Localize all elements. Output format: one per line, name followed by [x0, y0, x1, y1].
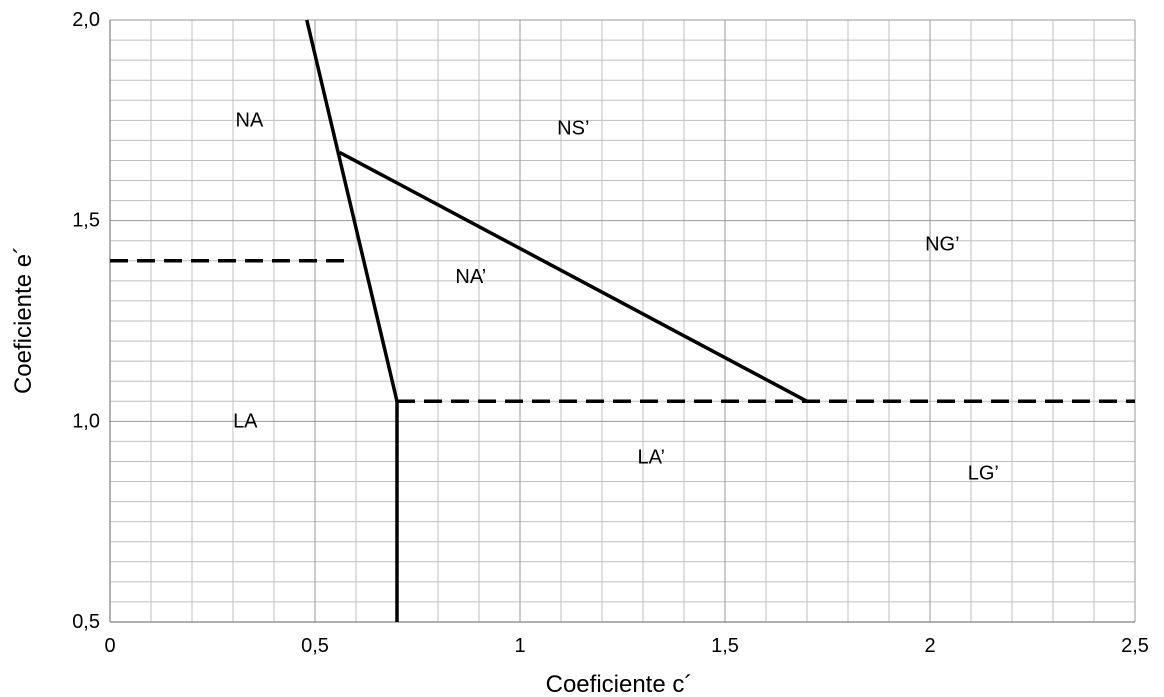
plot-frame — [109, 20, 1135, 623]
x-tick-label: 1 — [514, 635, 525, 657]
y-tick-label: 1,5 — [72, 210, 100, 232]
y-tick-label: 2,0 — [72, 9, 100, 31]
minor-grid — [110, 20, 1135, 622]
y-axis-title: Coeficiente e´ — [10, 246, 37, 394]
solid-boundary-line-2 — [338, 150, 808, 403]
x-tick-label: 2,5 — [1121, 635, 1149, 657]
y-tick-labels: 0,5 1,0 1,5 2,0 — [72, 9, 100, 633]
y-tick-label: 0,5 — [72, 611, 100, 633]
x-axis-title: Coeficiente c´ — [546, 671, 693, 697]
series-layer — [110, 19, 1135, 622]
region-label: NA’ — [455, 266, 486, 288]
x-tick-label: 0,5 — [301, 635, 329, 657]
x-tick-label: 0 — [104, 635, 115, 657]
region-labels: NA NS’ NG’ NA’ LA LA’ LG’ — [233, 109, 999, 484]
region-label: NS’ — [557, 117, 589, 139]
x-tick-label: 2 — [924, 635, 935, 657]
region-label: LG’ — [968, 463, 999, 485]
region-label: NG’ — [925, 234, 959, 256]
region-label: NA — [236, 109, 264, 131]
region-label: LA — [233, 410, 258, 432]
x-tick-labels: 0 0,5 1 1,5 2 2,5 — [104, 635, 1148, 657]
region-label: LA’ — [637, 446, 664, 468]
x-tick-label: 1,5 — [711, 635, 739, 657]
y-tick-label: 1,0 — [72, 410, 100, 432]
